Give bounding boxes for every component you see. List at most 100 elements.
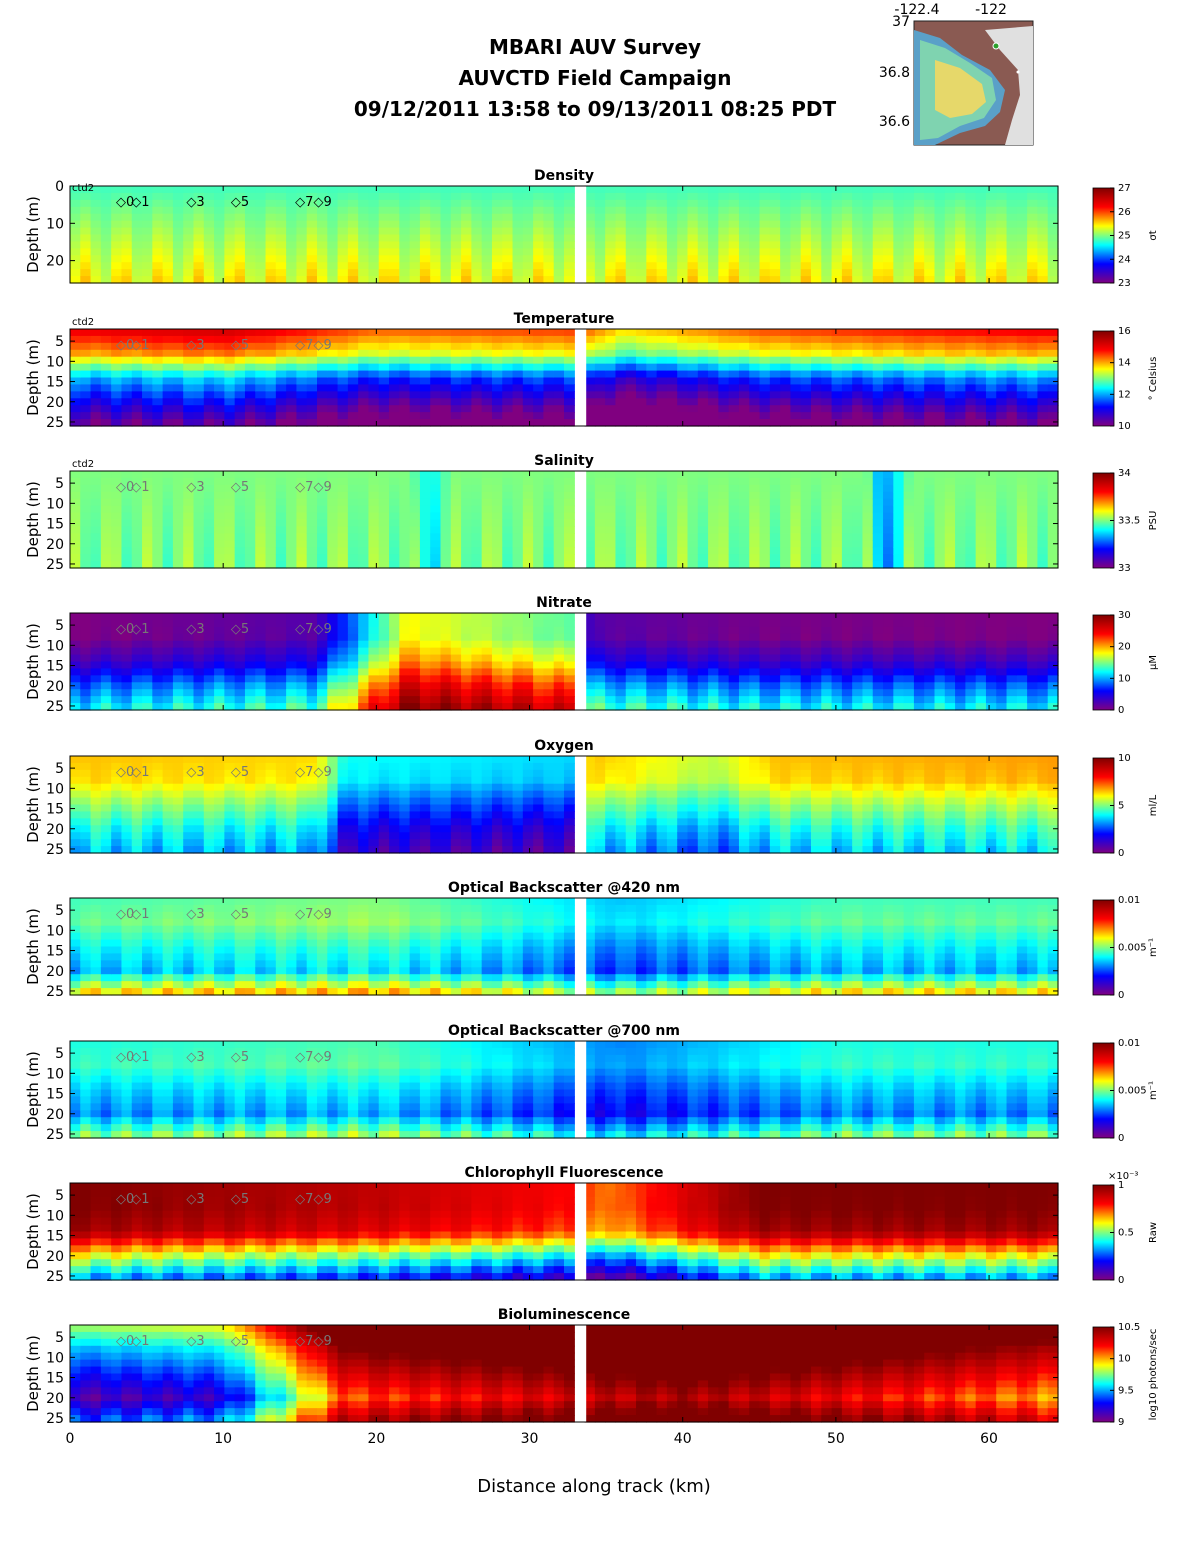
heatmap-cell [872, 533, 884, 541]
heatmap-cell [543, 398, 555, 406]
heatmap-cell [224, 626, 236, 635]
heatmap-cell [80, 675, 92, 683]
heatmap-cell [1027, 206, 1039, 215]
heatmap-cell [399, 689, 411, 697]
heatmap-cell [90, 192, 102, 201]
heatmap-cell [985, 419, 997, 427]
heatmap-cell [121, 398, 133, 406]
heatmap-cell [399, 654, 411, 663]
heatmap-cell [759, 227, 771, 236]
heatmap-cell [811, 262, 822, 270]
heatmap-cell [913, 234, 925, 243]
heatmap-cell [924, 349, 936, 358]
heatmap-cell [944, 377, 956, 386]
heatmap-cell [90, 682, 102, 690]
heatmap-cell [636, 377, 647, 386]
heatmap-cell [862, 356, 874, 365]
heatmap-cell [718, 192, 730, 201]
heatmap-cell [142, 547, 153, 555]
heatmap-cell [636, 477, 647, 486]
heatmap-cell [358, 675, 370, 683]
heatmap-cell [327, 540, 339, 548]
heatmap-cell [862, 533, 874, 541]
heatmap-cell [656, 412, 668, 420]
heatmap-cell [265, 668, 277, 676]
heatmap-cell [738, 491, 750, 500]
heatmap-cell [234, 561, 246, 569]
heatmap-cell [553, 682, 565, 690]
heatmap-cell [934, 199, 946, 208]
heatmap-cell [502, 505, 514, 514]
heatmap-cell [111, 640, 123, 649]
heatmap-cell [337, 199, 349, 208]
heatmap-cell [800, 477, 812, 486]
heatmap-cell [903, 356, 915, 365]
heatmap-cell [687, 186, 699, 194]
heatmap-cell [224, 505, 236, 514]
heatmap-cell [214, 554, 225, 562]
heatmap-cell [172, 391, 184, 399]
heatmap-cell [142, 675, 153, 683]
heatmap-cell [718, 533, 730, 541]
heatmap-cell [924, 391, 936, 399]
heatmap-cell [80, 377, 92, 386]
heatmap-cell [193, 689, 205, 697]
heatmap-cell [718, 335, 730, 344]
heatmap-cell [944, 419, 956, 427]
heatmap-cell [142, 391, 153, 399]
heatmap-cell [913, 526, 925, 534]
heatmap-cell [553, 377, 565, 386]
heatmap-cell [502, 477, 514, 486]
heatmap-cell [852, 206, 864, 215]
heatmap-cell [409, 262, 421, 270]
heatmap-cell [646, 547, 658, 555]
heatmap-cell [172, 241, 184, 249]
heatmap-cell [255, 668, 267, 676]
heatmap-cell [214, 276, 225, 284]
heatmap-cell [306, 377, 318, 386]
heatmap-cell [1016, 377, 1028, 386]
heatmap-cell [677, 412, 689, 420]
heatmap-cell [615, 619, 627, 628]
heatmap-cell [502, 199, 514, 208]
heatmap-cell [347, 633, 359, 642]
heatmap-cell [317, 540, 328, 548]
heatmap-cell [687, 505, 699, 514]
heatmap-cell [286, 248, 298, 256]
heatmap-cell [399, 540, 411, 548]
heatmap-cell [944, 262, 956, 270]
heatmap-cell [811, 199, 822, 208]
heatmap-cell [1047, 227, 1059, 236]
heatmap-cell [409, 227, 421, 236]
heatmap-cell [852, 227, 864, 236]
heatmap-cell [389, 533, 400, 541]
heatmap-cell [265, 241, 277, 249]
heatmap-cell [893, 329, 905, 337]
heatmap-cell [883, 356, 894, 365]
heatmap-cell [790, 370, 802, 379]
heatmap-cell [275, 561, 287, 569]
heatmap-cell [378, 370, 390, 379]
heatmap-cell [564, 269, 575, 277]
heatmap-cell [461, 384, 472, 392]
heatmap-cell [327, 377, 339, 386]
heatmap-cell [646, 640, 658, 649]
heatmap-cell [1016, 391, 1028, 399]
heatmap-cell [327, 370, 339, 379]
heatmap-cell [471, 269, 483, 277]
heatmap-cell [172, 398, 184, 406]
heatmap-cell [142, 335, 153, 344]
heatmap-cell [214, 248, 225, 256]
heatmap-cell [378, 675, 390, 683]
heatmap-cell [368, 412, 380, 420]
heatmap-cell [677, 342, 689, 351]
heatmap-cell [327, 471, 339, 479]
heatmap-cell [419, 391, 431, 399]
heatmap-cell [131, 619, 143, 628]
heatmap-cell [780, 533, 792, 541]
heatmap-cell [1037, 220, 1049, 229]
heatmap-cell [1027, 526, 1039, 534]
heatmap-cell [913, 554, 925, 562]
heatmap-cell [224, 227, 236, 236]
heatmap-cell [656, 255, 668, 263]
